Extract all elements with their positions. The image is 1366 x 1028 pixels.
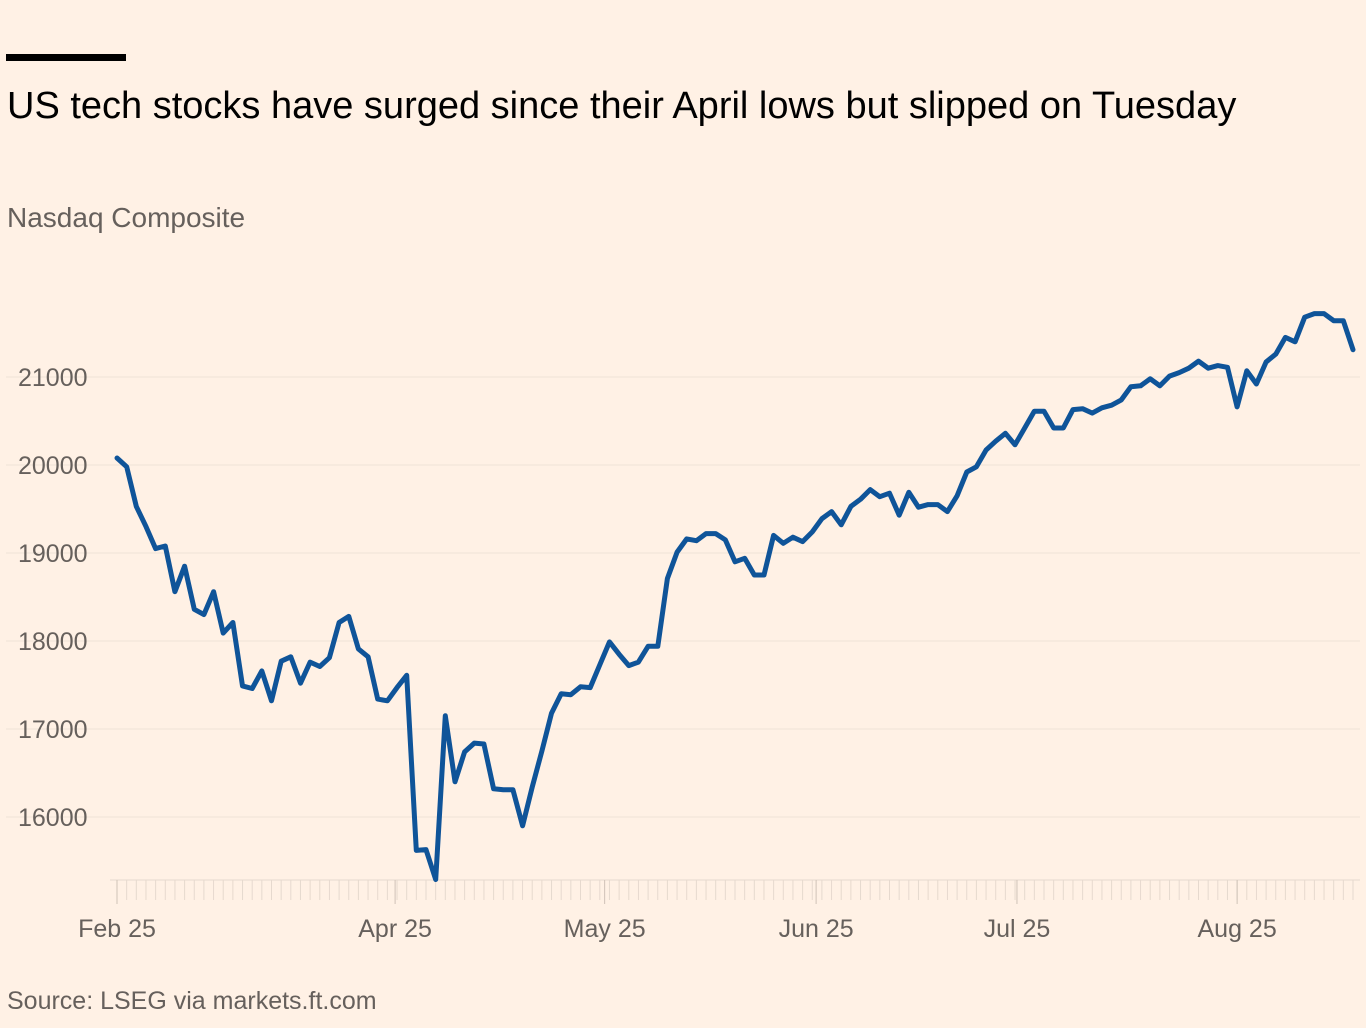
y-tick-label: 16000 bbox=[18, 804, 88, 832]
x-tick-label: Aug 25 bbox=[1198, 915, 1277, 943]
chart-title: US tech stocks have surged since their A… bbox=[7, 85, 1237, 127]
chart-subtitle: Nasdaq Composite bbox=[7, 202, 246, 233]
x-tick-label: May 25 bbox=[564, 915, 646, 943]
y-tick-label: 18000 bbox=[18, 628, 88, 656]
y-tick-label: 19000 bbox=[18, 540, 88, 568]
y-tick-label: 17000 bbox=[18, 716, 88, 744]
x-tick-label: Feb 25 bbox=[78, 915, 156, 943]
y-tick-label: 20000 bbox=[18, 452, 88, 480]
nasdaq-series-line bbox=[114, 311, 1356, 882]
x-tick-label: Apr 25 bbox=[358, 915, 432, 943]
x-tick-label: Jul 25 bbox=[984, 915, 1051, 943]
source-note: Source: LSEG via markets.ft.com bbox=[7, 987, 377, 1015]
y-tick-label: 21000 bbox=[18, 364, 88, 392]
x-tick-label: Jun 25 bbox=[779, 915, 854, 943]
ft-accent-bar bbox=[6, 54, 126, 61]
